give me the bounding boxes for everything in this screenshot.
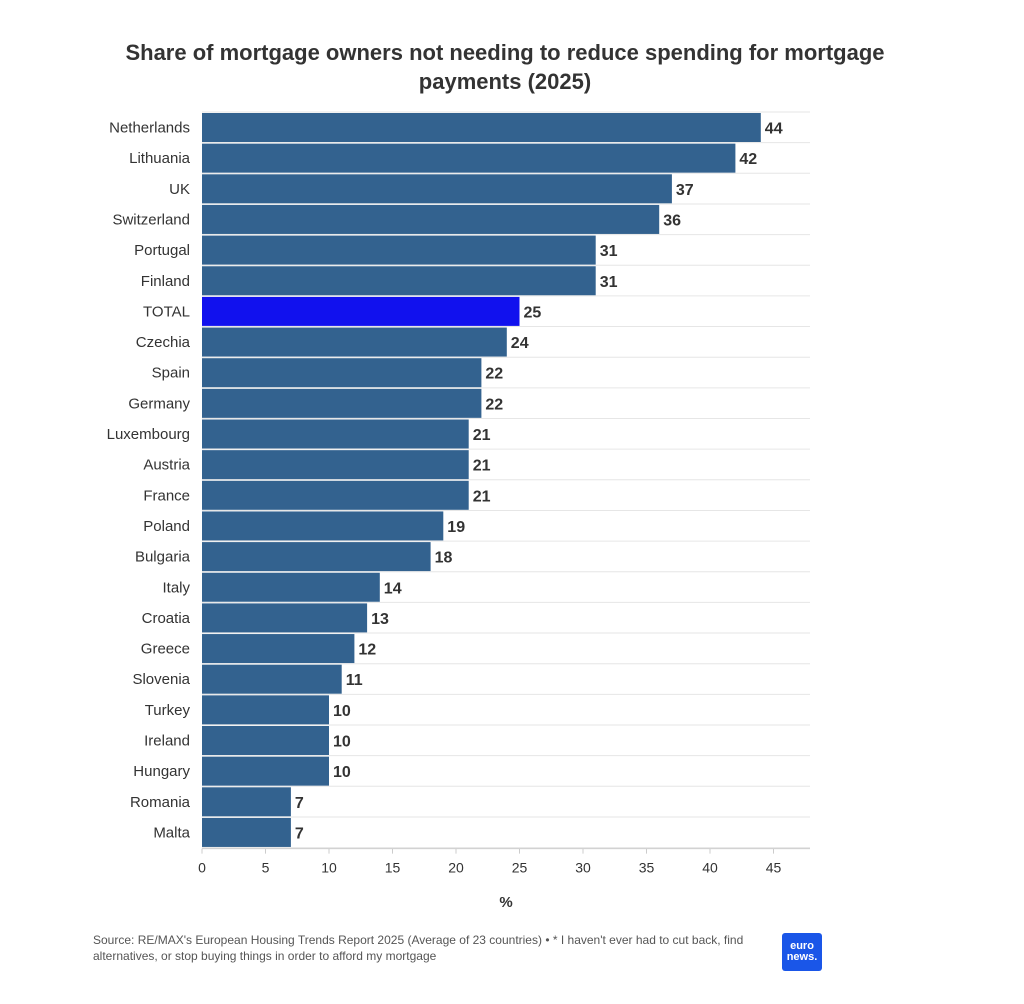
value-label: 31 xyxy=(600,243,618,260)
category-label: Malta xyxy=(153,824,190,841)
bar-lithuania xyxy=(202,143,736,173)
category-label: Luxembourg xyxy=(107,426,190,443)
value-label: 7 xyxy=(295,825,304,842)
bar-france xyxy=(202,480,469,510)
category-label: Croatia xyxy=(142,610,191,627)
x-tick-label: 40 xyxy=(702,860,718,876)
bar-poland xyxy=(202,511,444,541)
x-tick-label: 5 xyxy=(262,860,270,876)
category-label: UK xyxy=(169,181,190,198)
value-label: 19 xyxy=(447,519,465,536)
bar-finland xyxy=(202,266,596,296)
value-label: 13 xyxy=(371,611,389,628)
bar-switzerland xyxy=(202,204,660,234)
category-label: TOTAL xyxy=(143,303,190,320)
value-label: 42 xyxy=(739,151,757,168)
category-label: Spain xyxy=(152,365,190,382)
value-label: 21 xyxy=(473,458,491,475)
value-label: 10 xyxy=(333,734,351,751)
category-label: Finland xyxy=(141,273,190,290)
value-label: 14 xyxy=(384,580,402,597)
category-label: Netherlands xyxy=(109,120,190,137)
value-label: 10 xyxy=(333,703,351,720)
bar-hungary xyxy=(202,756,329,786)
category-label: Portugal xyxy=(134,242,190,259)
category-label: France xyxy=(143,487,190,504)
bar-bulgaria xyxy=(202,542,431,572)
bar-croatia xyxy=(202,603,368,633)
value-label: 11 xyxy=(346,672,363,689)
category-label: Bulgaria xyxy=(135,549,191,566)
chart-title: Share of mortgage owners not needing to … xyxy=(125,40,885,94)
bar-italy xyxy=(202,572,380,602)
category-label: Lithuania xyxy=(129,150,191,167)
source-note: Source: RE/MAX's European Housing Trends… xyxy=(93,933,744,963)
category-label: Ireland xyxy=(144,733,190,750)
category-label: Switzerland xyxy=(112,211,190,228)
bar-austria xyxy=(202,450,469,480)
value-label: 36 xyxy=(663,212,681,229)
bar-total xyxy=(202,296,520,326)
x-tick-label: 35 xyxy=(639,860,655,876)
category-label: Italy xyxy=(162,579,190,596)
bar-uk xyxy=(202,174,672,204)
category-label: Austria xyxy=(143,457,190,474)
value-label: 21 xyxy=(473,488,491,505)
category-label: Turkey xyxy=(145,702,191,719)
bar-romania xyxy=(202,787,291,817)
x-tick-label: 45 xyxy=(766,860,782,876)
x-tick-label: 25 xyxy=(512,860,528,876)
category-label: Czechia xyxy=(136,334,191,351)
category-label: Germany xyxy=(128,395,190,412)
category-label: Slovenia xyxy=(132,671,190,688)
bar-greece xyxy=(202,634,355,664)
value-label: 37 xyxy=(676,182,694,199)
value-label: 22 xyxy=(485,396,503,413)
euronews-logo: euro news. xyxy=(782,933,822,971)
x-tick-label: 20 xyxy=(448,860,464,876)
bar-turkey xyxy=(202,695,329,725)
value-label: 18 xyxy=(435,550,453,567)
bar-luxembourg xyxy=(202,419,469,449)
value-label: 31 xyxy=(600,274,618,291)
bar-malta xyxy=(202,817,291,847)
bar-ireland xyxy=(202,726,329,755)
bar-spain xyxy=(202,358,482,388)
logo-line-1: euro xyxy=(790,940,814,952)
x-tick-label: 15 xyxy=(385,860,401,876)
bar-portugal xyxy=(202,235,596,265)
value-label: 22 xyxy=(485,366,503,383)
category-label: Romania xyxy=(130,794,191,811)
bar-slovenia xyxy=(202,664,342,694)
x-tick-label: 30 xyxy=(575,860,591,876)
category-label: Greece xyxy=(141,641,190,658)
value-label: 44 xyxy=(765,121,783,138)
value-label: 25 xyxy=(524,304,542,321)
value-label: 21 xyxy=(473,427,491,444)
x-tick-label: 10 xyxy=(321,860,337,876)
bar-germany xyxy=(202,388,482,418)
value-label: 10 xyxy=(333,764,351,781)
value-label: 24 xyxy=(511,335,529,352)
bar-czechia xyxy=(202,327,507,357)
category-label: Hungary xyxy=(133,763,190,780)
x-tick-label: 0 xyxy=(198,860,206,876)
category-label: Poland xyxy=(143,518,190,535)
value-label: 7 xyxy=(295,795,304,812)
logo-line-2: news. xyxy=(786,951,818,963)
bar-netherlands xyxy=(202,113,761,142)
bar-chart: Netherlands 44 Lithuania 42 UK 37 Switzerland 3… xyxy=(107,111,810,911)
value-label: 12 xyxy=(358,642,376,659)
x-axis-title: % xyxy=(499,894,512,911)
